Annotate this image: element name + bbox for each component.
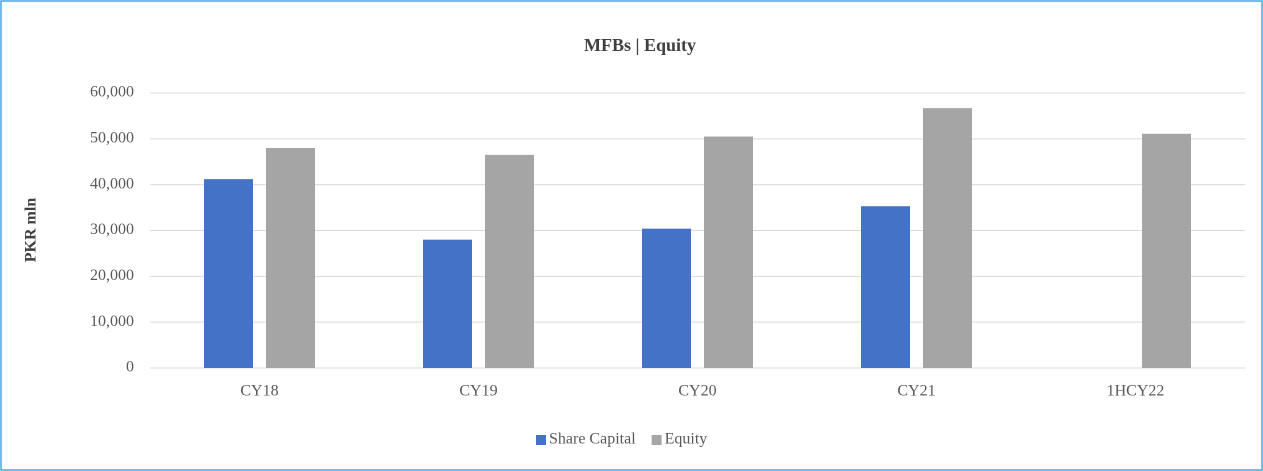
bar xyxy=(861,206,910,368)
bar xyxy=(266,148,315,368)
bar xyxy=(485,154,534,368)
y-tick-label: 0 xyxy=(126,359,134,376)
y-tick-label: 20,000 xyxy=(90,267,134,284)
x-tick-label: CY20 xyxy=(678,383,716,400)
bar xyxy=(204,179,253,368)
x-tick-label: 1HCY22 xyxy=(1107,383,1165,400)
legend-label: Equity xyxy=(665,431,708,448)
bar xyxy=(923,108,972,368)
x-tick-label: CY21 xyxy=(897,383,935,400)
chart-title: MFBs | Equity xyxy=(584,35,696,55)
y-tick-label: 40,000 xyxy=(90,175,134,192)
x-tick-label: CY19 xyxy=(459,383,497,400)
y-tick-label: 30,000 xyxy=(90,221,134,238)
y-tick-label: 60,000 xyxy=(90,84,134,101)
x-tick-label: CY18 xyxy=(240,383,278,400)
bar xyxy=(704,136,753,368)
y-tick-label: 50,000 xyxy=(90,130,134,147)
y-axis-label: PKR mln xyxy=(23,198,40,263)
y-tick-label: 10,000 xyxy=(90,313,134,330)
legend-swatch xyxy=(536,435,546,445)
legend-label: Share Capital xyxy=(549,431,636,448)
bar xyxy=(1142,133,1191,368)
legend-swatch xyxy=(651,435,662,445)
bar xyxy=(642,228,691,368)
bar xyxy=(423,239,472,368)
